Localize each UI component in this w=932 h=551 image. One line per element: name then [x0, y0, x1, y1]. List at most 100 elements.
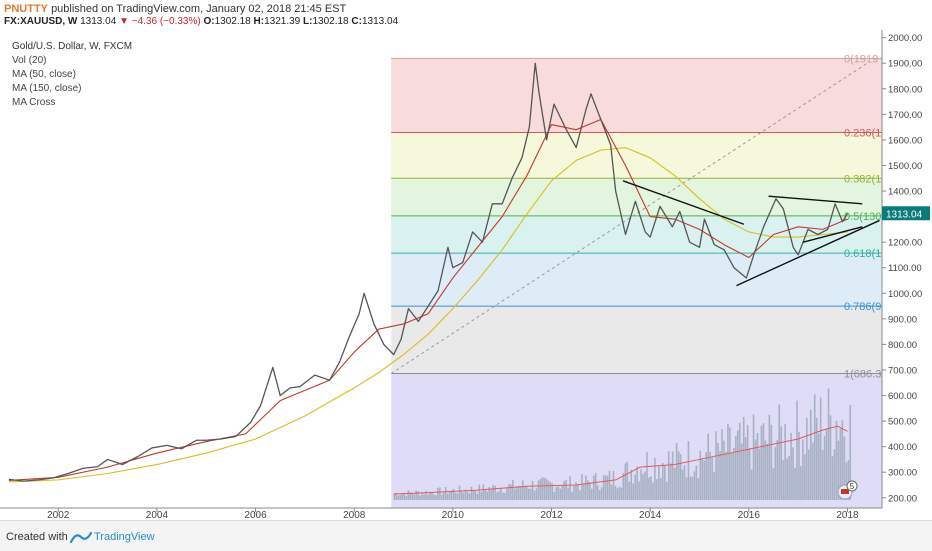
volume-bar	[671, 451, 674, 500]
volume-bar	[738, 422, 741, 500]
volume-bar	[630, 469, 633, 500]
volume-bar	[421, 492, 423, 500]
volume-bar	[502, 492, 504, 500]
volume-bar	[703, 460, 706, 500]
volume-bar	[425, 490, 427, 500]
volume-bar	[488, 487, 490, 500]
volume-bar	[610, 484, 613, 500]
high-label: H:	[253, 16, 265, 27]
volume-bar	[521, 480, 524, 500]
volume-bar	[535, 488, 538, 500]
author-name[interactable]: PNUTTY	[4, 3, 48, 15]
volume-bar	[561, 485, 563, 500]
low-value: 1302.18	[312, 16, 349, 27]
volume-bar	[478, 484, 481, 500]
volume-bar	[500, 487, 502, 500]
volume-bar	[460, 490, 463, 500]
y-tick-label: 1900.00	[888, 59, 922, 70]
trendline	[736, 219, 880, 287]
volume-bar	[486, 491, 489, 500]
volume-bar	[594, 473, 597, 500]
legend-volume[interactable]: Vol (20)	[12, 55, 47, 66]
volume-bar	[809, 409, 812, 500]
volume-bar	[733, 447, 735, 500]
volume-bar	[752, 414, 755, 500]
fib-level-label: 0.236(1	[844, 128, 881, 140]
volume-bar	[648, 477, 650, 500]
volume-bar	[585, 475, 587, 500]
volume-bar	[776, 440, 779, 500]
volume-bar	[403, 492, 406, 500]
volume-bar	[411, 493, 414, 500]
price-chart[interactable]: 0(1919 0.236(1 0.382(1 0.5(130 0.618(1 0.786(…	[0, 30, 932, 518]
volume-bar	[845, 462, 848, 500]
volume-bar	[788, 456, 790, 500]
volume-bar	[719, 451, 721, 500]
tradingview-brand-link[interactable]: TradingView	[94, 531, 155, 543]
volume-bar	[523, 485, 526, 500]
volume-bar	[784, 423, 786, 500]
volume-bar	[717, 443, 719, 500]
volume-bar	[665, 481, 668, 500]
fib-level-label: 0.5(130	[844, 211, 881, 223]
volume-bar	[468, 493, 471, 500]
volume-bar	[715, 431, 717, 500]
volume-bar	[772, 468, 775, 500]
volume-bar	[393, 493, 396, 500]
volume-bar	[707, 433, 709, 500]
volume-bar	[811, 442, 814, 500]
legend-symbol[interactable]: Gold/U.S. Dollar, W, FXCM	[12, 41, 133, 52]
volume-bar	[448, 491, 451, 500]
volume-bar	[731, 452, 733, 500]
volume-bar	[433, 494, 435, 500]
volume-bar	[760, 425, 763, 500]
volume-bar	[575, 482, 577, 500]
volume-bar	[713, 471, 715, 500]
y-tick-label: 1100.00	[888, 263, 922, 274]
fib-band-0	[391, 58, 882, 133]
volume-bar	[462, 492, 465, 500]
high-value: 1321.39	[264, 16, 301, 27]
volume-bar	[537, 480, 540, 500]
volume-bar	[579, 490, 581, 500]
flag-icon	[841, 489, 850, 494]
legend-ma50[interactable]: MA (50, close)	[12, 69, 76, 80]
y-tick-label: 1800.00	[888, 84, 922, 95]
volume-bar	[427, 494, 429, 500]
volume-bar	[723, 440, 725, 500]
legend-ma150[interactable]: MA (150, close)	[12, 83, 82, 94]
x-tick-label: 2006	[244, 510, 267, 518]
volume-bar	[466, 491, 469, 500]
volume-bar	[656, 479, 658, 500]
volume-bar	[415, 490, 417, 500]
volume-bar	[401, 493, 404, 500]
volume-bar	[748, 447, 751, 500]
y-tick-label: 1500.00	[888, 161, 922, 172]
fib-band-1	[391, 132, 882, 179]
volume-bar	[589, 482, 591, 500]
last-price-label: 1313.04	[886, 209, 923, 220]
y-tick-label: 500.00	[888, 417, 917, 428]
symbol-label[interactable]: FX:XAUUSD, W	[4, 16, 78, 27]
volume-ma-line	[393, 425, 848, 495]
volume-bar	[480, 491, 483, 500]
fib-band-4	[391, 253, 882, 307]
tradingview-logo-icon	[70, 531, 92, 544]
volume-bar	[746, 425, 749, 500]
y-tick-label: 800.00	[888, 340, 917, 351]
x-tick-label: 2008	[343, 510, 366, 518]
volume-bar	[577, 484, 579, 500]
volume-bar	[539, 478, 542, 500]
volume-bar	[527, 488, 530, 500]
volume-bar	[437, 487, 439, 500]
volume-bar	[429, 491, 431, 500]
volume-bar	[675, 442, 678, 500]
legend-ma-cross[interactable]: MA Cross	[12, 97, 56, 108]
volume-bar	[604, 475, 607, 500]
open-value: 1302.18	[214, 16, 251, 27]
volume-bar	[397, 495, 400, 500]
volume-bar	[413, 494, 416, 500]
x-tick-label: 2004	[146, 510, 169, 518]
volume-bar	[823, 435, 826, 500]
volume-bar	[756, 433, 759, 500]
